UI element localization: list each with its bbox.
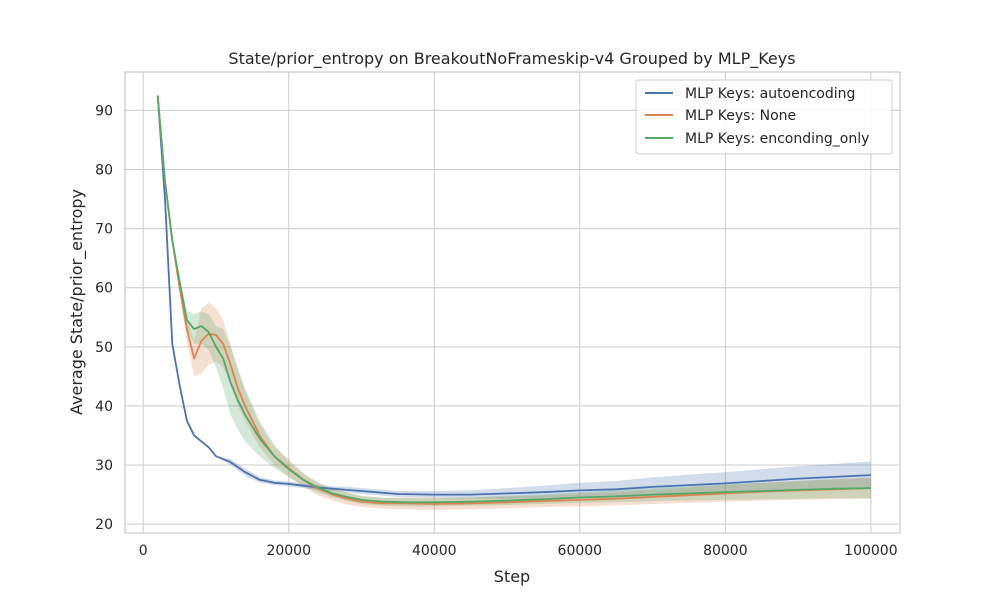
y-tick-label: 80 <box>95 163 113 179</box>
line-enconding-only <box>156 95 871 504</box>
x-tick-label: 40000 <box>412 543 457 559</box>
legend-box <box>635 79 893 155</box>
chart-title: State/prior_entropy on BreakoutNoFramesk… <box>228 49 795 69</box>
legend-label-enconding-only: MLP Keys: enconding_only <box>685 131 869 147</box>
legend-label-none: MLP Keys: None <box>685 108 796 124</box>
x-tick-labels: 0 20000 40000 60000 80000 100000 <box>139 543 898 559</box>
legend: MLP Keys: autoencoding MLP Keys: None ML… <box>635 79 893 155</box>
y-tick-label: 30 <box>95 458 113 474</box>
x-axis-title: Step <box>494 567 530 586</box>
grid <box>125 72 900 533</box>
line-none <box>156 95 871 505</box>
y-tick-label: 50 <box>95 340 113 356</box>
line-autoencoding <box>156 95 871 496</box>
x-tick-label: 100000 <box>844 543 897 559</box>
y-tick-label: 20 <box>95 517 113 533</box>
series-lines <box>156 95 871 505</box>
y-tick-label: 70 <box>95 222 113 238</box>
legend-label-autoencoding: MLP Keys: autoencoding <box>685 86 855 102</box>
plot-frame <box>124 71 901 534</box>
y-axis-title: Average State/prior_entropy <box>67 189 87 415</box>
y-tick-label: 90 <box>95 103 113 119</box>
y-tick-label: 60 <box>95 281 113 297</box>
x-tick-label: 20000 <box>266 543 311 559</box>
x-tick-label: 60000 <box>558 543 603 559</box>
y-tick-label: 40 <box>95 399 113 415</box>
x-tick-label: 80000 <box>703 543 748 559</box>
y-tick-labels: 20 30 40 50 60 70 80 90 <box>95 103 113 533</box>
x-tick-label: 0 <box>139 543 148 559</box>
